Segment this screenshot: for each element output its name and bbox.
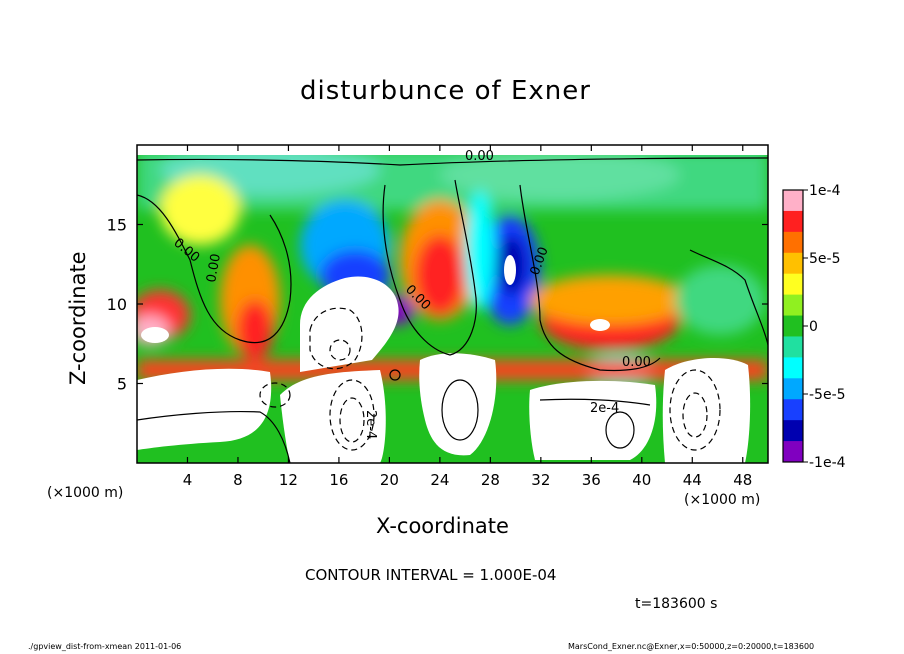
colorbar-swatch [783,210,803,233]
chart-title: disturbunce of Exner [300,76,591,106]
x-tick-label: 36 [582,471,601,489]
contour-zero-left [137,194,292,344]
red-plume-left [237,300,273,360]
colorbar-swatch [783,294,803,317]
white-core-blue-plume [504,255,516,285]
x-tick-label: 12 [279,471,298,489]
contour-loop-mid [441,379,479,441]
colorbar-swatch [783,378,803,400]
contour-zero-center [382,179,477,356]
x-tick-label: 8 [233,471,243,489]
y-axis: 5 10 15 [107,216,768,394]
negative-contours [259,307,721,451]
contour-loop-right [605,411,635,449]
white-region-lowcenter [280,370,386,463]
white-top-strip [137,145,768,155]
footer-left: ./gpview_dist-from-xmean 2011-01-06 [28,642,182,651]
y-axis-unit: (×1000 m) [47,485,124,501]
dashed-contour-low [329,379,375,451]
saturated-regions [137,145,768,463]
x-tick-label: 4 [183,471,193,489]
white-region-left [137,368,272,450]
x-tick-label: 24 [430,471,449,489]
contour-top [137,157,768,166]
contour-loop-small [389,369,401,381]
y-tick-label: 15 [107,216,127,235]
contour-2e4 [539,398,651,406]
dashed-contour-right-inner [682,392,708,438]
cyan-streak [465,190,495,310]
x-tick-label: 28 [481,471,500,489]
colorbar-swatch [783,190,803,212]
y-tick-label: 5 [117,375,127,394]
colorbar-swatch [783,399,803,421]
x-tick-label: 20 [380,471,399,489]
colorbar-swatch [783,441,803,463]
footer-right: MarsCond_Exner.nc@Exner,x=0:50000,z=0:20… [568,642,815,651]
red-plume-center [415,235,465,315]
white-core-right [590,319,610,331]
colorbar-swatch [783,315,803,337]
contour-label: 2e-4 [590,401,619,416]
contour-interval-note: CONTOUR INTERVAL = 1.000E-04 [305,566,557,584]
x-axis-title: X-coordinate [376,514,509,538]
contour-lines [137,157,768,463]
dashed-contour-right [669,369,721,451]
x-tick-label: 16 [329,471,348,489]
x-tick-label: 32 [531,471,550,489]
x-axis: 4 8 12 16 20 24 28 32 36 40 44 48 [183,145,752,489]
colorbar-swatch [783,420,803,442]
contour-zero-far-right [689,249,768,346]
colorbar-swatch [783,336,803,358]
colorbar-tick-label: 0 [809,319,818,335]
colorbar-tick-label: -1e-4 [809,455,846,471]
contour-label: 0.00 [465,149,494,164]
colorbar-tick-label: 1e-4 [809,183,841,199]
dashed-contour-left [259,382,291,408]
y-tick-label: 10 [107,295,127,314]
upper-cyan-blob-2 [440,150,680,200]
x-tick-label: 48 [733,471,752,489]
x-tick-label: 40 [632,471,651,489]
colorbar-swatch [783,231,803,254]
white-region-right [529,380,657,460]
colorbar-swatch [783,273,803,296]
orange-band-right [530,275,690,325]
white-core-left [141,327,169,343]
white-region-center [300,276,399,372]
white-region-mid [419,353,497,456]
contour-low-left [137,410,291,463]
dashed-contour-center [309,307,363,370]
contour-label: 0.00 [204,253,224,284]
time-stamp: t=183600 s [635,596,718,612]
x-axis-unit: (×1000 m) [684,492,761,508]
contour-label: 2e-4 [363,410,378,439]
dashed-contour-low-inner [339,397,365,443]
colorbar-swatch [783,252,803,275]
colorbar: 1e-4 5e-5 0 -5e-5 -1e-4 [782,183,846,471]
contour-label: 0.00 [622,355,651,370]
yellow-blob-left [160,175,240,245]
y-axis-title: Z-coordinate [66,251,90,385]
x-tick-label: 44 [683,471,702,489]
dashed-contour-core [329,339,351,361]
colorbar-tick-label: 5e-5 [809,251,840,267]
contour-zero-right [519,184,661,372]
colorbar-swatch [783,357,803,379]
green-blob-far-right [675,265,765,335]
colorbar-tick-label: -5e-5 [809,387,846,403]
